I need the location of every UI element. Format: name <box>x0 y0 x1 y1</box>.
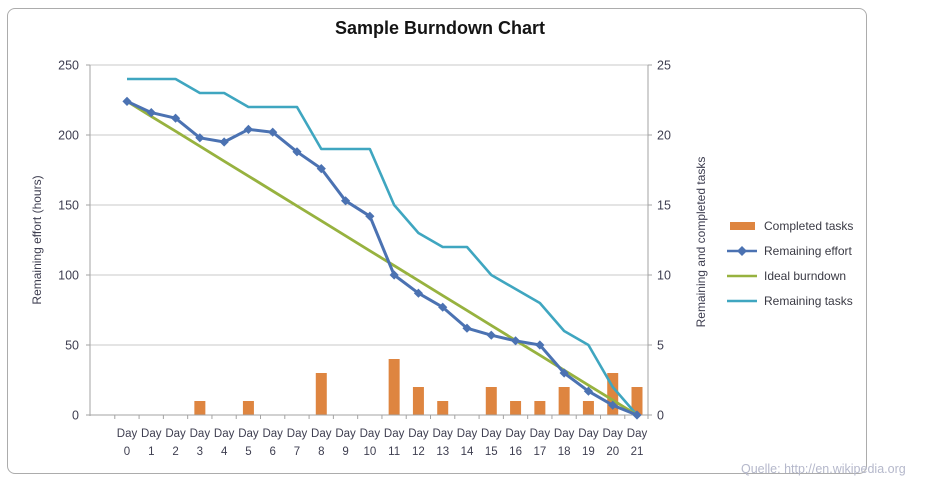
svg-text:Day: Day <box>262 428 283 440</box>
svg-text:Day: Day <box>190 428 211 440</box>
svg-text:150: 150 <box>58 199 79 213</box>
svg-text:5: 5 <box>245 446 251 458</box>
svg-text:18: 18 <box>558 446 571 458</box>
legend-label: Remaining effort <box>764 243 852 258</box>
svg-text:Day: Day <box>311 428 332 440</box>
svg-text:10: 10 <box>363 446 376 458</box>
svg-text:Day: Day <box>238 428 259 440</box>
line-diamond-swatch-icon <box>727 245 757 256</box>
svg-text:16: 16 <box>509 446 522 458</box>
svg-text:Day: Day <box>578 428 599 440</box>
svg-text:Day: Day <box>432 428 453 440</box>
line-swatch-icon <box>727 274 757 277</box>
svg-text:Day: Day <box>602 428 623 440</box>
svg-text:Day: Day <box>141 428 162 440</box>
legend-item-remaining-effort: Remaining effort <box>726 238 853 263</box>
svg-text:8: 8 <box>318 446 324 458</box>
svg-text:100: 100 <box>58 269 79 283</box>
svg-text:0: 0 <box>72 409 79 423</box>
svg-text:17: 17 <box>533 446 546 458</box>
svg-text:2: 2 <box>172 446 178 458</box>
svg-text:12: 12 <box>412 446 425 458</box>
svg-text:6: 6 <box>270 446 276 458</box>
svg-text:Day: Day <box>335 428 356 440</box>
right-axis-title: Remaining and completed tasks <box>694 156 708 328</box>
chart-title: Sample Burndown Chart <box>334 18 546 38</box>
svg-text:Day: Day <box>505 428 526 440</box>
svg-text:21: 21 <box>631 446 644 458</box>
svg-text:Day: Day <box>457 428 478 440</box>
legend-label: Ideal burndown <box>764 268 847 283</box>
svg-text:Day: Day <box>627 428 648 440</box>
svg-text:Day: Day <box>530 428 551 440</box>
svg-text:200: 200 <box>58 129 79 143</box>
source-attribution: Quelle: http://en.wikipedia.org <box>741 462 906 476</box>
svg-text:15: 15 <box>657 199 671 213</box>
svg-text:25: 25 <box>657 59 671 73</box>
legend-item-remaining-tasks: Remaining tasks <box>726 288 853 313</box>
svg-text:0: 0 <box>124 446 130 458</box>
svg-text:3: 3 <box>197 446 203 458</box>
svg-text:20: 20 <box>657 129 671 143</box>
svg-text:Day: Day <box>165 428 186 440</box>
svg-text:4: 4 <box>221 446 228 458</box>
chart-area-border <box>7 8 867 474</box>
svg-text:19: 19 <box>582 446 595 458</box>
svg-text:14: 14 <box>461 446 474 458</box>
svg-text:7: 7 <box>294 446 300 458</box>
svg-text:50: 50 <box>65 339 79 353</box>
legend-item-completed-tasks: Completed tasks <box>726 213 853 238</box>
svg-text:0: 0 <box>657 409 664 423</box>
svg-text:Day: Day <box>287 428 308 440</box>
svg-text:13: 13 <box>436 446 449 458</box>
svg-text:5: 5 <box>657 339 664 353</box>
svg-text:10: 10 <box>657 269 671 283</box>
legend-item-ideal-burndown: Ideal burndown <box>726 263 853 288</box>
svg-text:Day: Day <box>481 428 502 440</box>
svg-text:Day: Day <box>554 428 575 440</box>
legend: Completed tasks Remaining effort Ideal b… <box>726 213 853 313</box>
svg-text:1: 1 <box>148 446 154 458</box>
left-axis-title: Remaining effort (hours) <box>30 175 44 305</box>
svg-text:20: 20 <box>606 446 619 458</box>
svg-text:Day: Day <box>214 428 235 440</box>
svg-text:11: 11 <box>388 446 400 458</box>
svg-text:Day: Day <box>408 428 429 440</box>
legend-label: Completed tasks <box>764 218 854 233</box>
svg-text:Day: Day <box>360 428 381 440</box>
legend-label: Remaining tasks <box>764 293 853 308</box>
svg-text:Day: Day <box>117 428 138 440</box>
svg-text:9: 9 <box>342 446 348 458</box>
line-swatch-icon <box>727 299 757 302</box>
svg-text:250: 250 <box>58 59 79 73</box>
svg-text:Day: Day <box>384 428 405 440</box>
bar-swatch-icon <box>730 221 755 230</box>
svg-text:15: 15 <box>485 446 498 458</box>
